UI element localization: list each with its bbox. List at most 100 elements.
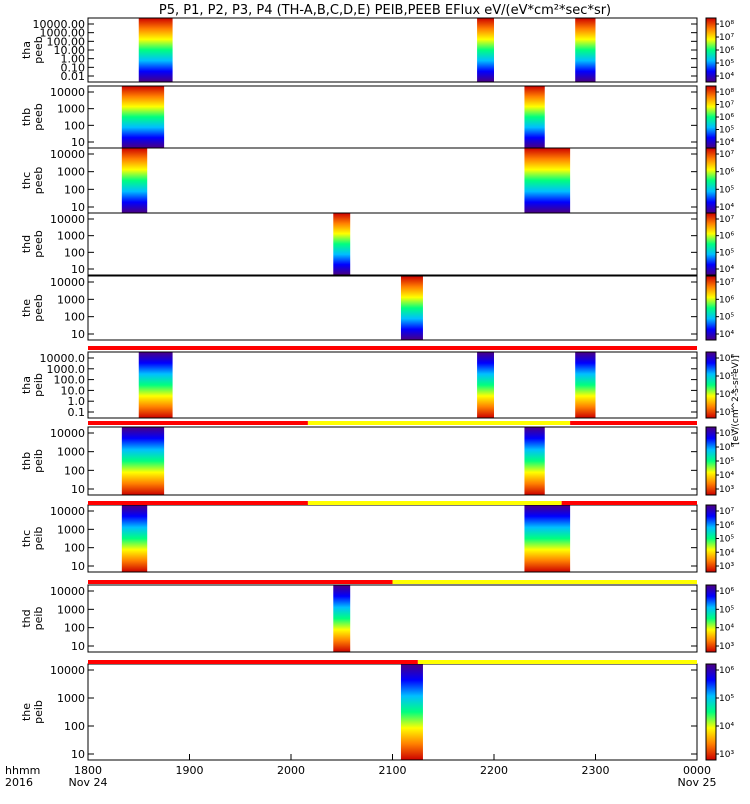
colorbar-tick-label: 10⁴	[719, 330, 734, 340]
panel-instrument-label: peib	[32, 527, 45, 551]
panel-frame	[87, 504, 698, 573]
y-tick-label: 100.00	[47, 35, 86, 48]
colorbar-tick-label: 10⁵	[719, 605, 734, 615]
colorbar-tick-label: 10⁴	[719, 548, 734, 558]
panel-thc-peib: 10000 1000 100 10 thc peib 10³ 10⁴ 10⁵ 10⁶ 10⁷	[20, 501, 734, 573]
colorbar-tick-label: 10³	[719, 485, 734, 495]
panel-frame	[87, 426, 698, 496]
colorbar-tick-label: 10⁶	[719, 46, 734, 56]
colorbar-tick-label: 10⁶	[719, 295, 734, 305]
y-tick-label: 10	[71, 328, 85, 341]
x-tick-label: 2200	[480, 764, 508, 777]
colorbar-tick-label: 10³	[719, 642, 734, 652]
y-tick-label: 0.1	[68, 406, 86, 419]
colorbar	[705, 85, 717, 149]
status-bar-segment	[417, 660, 697, 664]
colorbar-tick-label: 10⁶	[719, 666, 734, 676]
panel-the-peeb: 10000 1000 100 10 the peeb 10⁴ 10⁵ 10⁶ 10⁷	[20, 275, 734, 341]
panel-frame	[87, 351, 698, 419]
colorbar-tick-label: 10⁴	[719, 72, 734, 82]
y-tick-label: 10000	[50, 505, 85, 518]
y-tick-label: 100.0	[54, 374, 86, 387]
panel-probe-label: thd	[20, 609, 33, 627]
panel-probe-label: the	[20, 703, 33, 721]
x-tick-label: 2000	[277, 764, 305, 777]
status-bar-segment	[561, 501, 697, 505]
colorbar-tick-label: 10⁴	[719, 624, 734, 634]
panel-probe-label: tha	[20, 41, 33, 59]
panel-instrument-label: peib	[32, 607, 45, 631]
panel-instrument-label: peib	[32, 700, 45, 724]
panel-frame	[87, 147, 698, 214]
y-tick-label: 1.0	[68, 395, 86, 408]
colorbar	[705, 275, 717, 341]
y-tick-label: 1000	[57, 603, 85, 616]
y-tick-label: 1000	[57, 230, 85, 243]
status-bar-segment	[392, 580, 697, 584]
colorbar-tick-label: 10⁷	[719, 150, 734, 160]
colorbar-tick-label: 10⁶	[719, 521, 734, 531]
x-tick-label: 2300	[582, 764, 610, 777]
spectrogram-block	[477, 352, 494, 418]
colorbar-tick-label: 10⁵	[719, 126, 734, 136]
colorbar-tick-label: 10³	[719, 750, 734, 760]
colorbar	[705, 147, 717, 214]
panel-thd-peeb: 10000 1000 100 10 thd peeb 10⁴ 10⁵ 10⁶ 10⁷	[20, 212, 734, 276]
colorbar-tick-label: 10⁷	[719, 278, 734, 288]
y-tick-label: 1000	[57, 103, 85, 116]
colorbar	[705, 17, 717, 83]
colorbar-tick-label: 10⁵	[719, 457, 734, 467]
x-tick-label: 1900	[176, 764, 204, 777]
colorbar-tick-label: 10⁸	[719, 20, 734, 30]
colorbar-tick-label: 10⁴	[719, 471, 734, 481]
colorbar-tick-label: 10⁵	[719, 59, 734, 69]
status-bar-segment	[88, 580, 393, 584]
status-bar-segment	[570, 421, 697, 425]
panel-instrument-label: peeb	[32, 103, 45, 131]
spectrogram-block	[575, 18, 596, 82]
panel-probe-label: tha	[20, 376, 33, 394]
panel-frame	[87, 663, 698, 761]
spectrogram-block	[400, 664, 423, 760]
colorbar-tick-label: 10⁵	[719, 694, 734, 704]
y-tick-label: 10000	[50, 276, 85, 289]
spectrogram-block	[333, 585, 351, 652]
spectrogram-block	[524, 86, 545, 148]
y-tick-label: 10	[71, 640, 85, 653]
y-tick-label: 10.0	[61, 384, 86, 397]
panel-thb-peeb: 10000 1000 100 10 thb peeb 10⁴ 10⁵ 10⁶ 10⁷ 10⁸	[20, 85, 734, 149]
panel-probe-label: thc	[20, 530, 33, 547]
status-bar-segment	[307, 421, 571, 425]
y-tick-label: 0.10	[61, 61, 86, 74]
spectrogram-block	[121, 427, 165, 495]
colorbar	[705, 504, 717, 573]
x-axis-label: hhmm	[5, 764, 40, 777]
y-tick-label: 10000.00	[33, 18, 86, 31]
y-tick-label: 10	[71, 560, 85, 573]
colorbar-tick-label: 10³	[719, 408, 734, 418]
status-bar-segment	[88, 346, 697, 350]
colorbar-tick-label: 10⁷	[719, 429, 734, 439]
y-tick-label: 10	[71, 201, 85, 214]
colorbar-tick-label: 10⁶	[719, 168, 734, 178]
y-tick-label: 100	[64, 622, 85, 635]
plot-title: P5, P1, P2, P3, P4 (TH-A,B,C,D,E) PEIB,P…	[159, 3, 611, 18]
panel-thd-peib: 10000 1000 100 10 thd peib 10³ 10⁴ 10⁵ 10⁶	[20, 580, 734, 653]
y-tick-label: 10000	[50, 86, 85, 99]
y-tick-label: 10	[71, 136, 85, 149]
y-tick-label: 100	[64, 542, 85, 555]
y-tick-label: 10000	[50, 664, 85, 677]
colorbar-tick-label: 10⁵	[719, 313, 734, 323]
y-tick-label: 100	[64, 464, 85, 477]
x-axis: 1800 1900 2000 2100 2200 2300 0000 Nov 24 Nov 25	[69, 754, 716, 789]
panel-frame	[87, 275, 698, 341]
colorbar-tick-label: 10³	[719, 562, 734, 572]
y-tick-label: 10	[71, 748, 85, 761]
y-tick-label: 10.00	[54, 44, 86, 57]
y-tick-label: 10000.0	[40, 352, 86, 365]
colorbar	[705, 584, 717, 653]
status-bar-segment	[88, 660, 418, 664]
spectrogram-block	[524, 505, 571, 572]
